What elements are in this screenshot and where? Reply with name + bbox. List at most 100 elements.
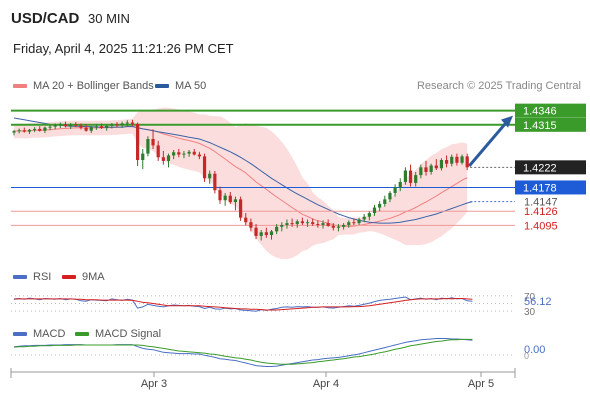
candle-body <box>120 123 124 126</box>
x-tick-label: Apr 5 <box>468 378 494 390</box>
candle-body <box>455 156 459 163</box>
candle-body <box>347 222 351 225</box>
candle-body <box>239 199 243 218</box>
candle-body <box>254 227 258 236</box>
candle-body <box>419 167 423 176</box>
last-price-label: 1.4222 <box>523 162 557 174</box>
candle-body <box>269 231 274 236</box>
ma50-value-label: 1.4147 <box>524 197 558 209</box>
candle-body <box>33 128 37 130</box>
pivot-tag <box>515 180 586 195</box>
candle-body <box>264 232 268 236</box>
candle-body <box>244 217 248 223</box>
macd-zero-label: 0 <box>524 351 529 361</box>
candle-body <box>300 221 304 224</box>
candle-body <box>197 154 201 157</box>
rsi-swatch <box>13 275 27 279</box>
ma9-label: 9MA <box>82 271 105 283</box>
candle-body <box>223 195 227 201</box>
candle-body <box>208 173 212 179</box>
candle-body <box>74 124 78 126</box>
pivot-label: 1.4178 <box>523 182 557 194</box>
candle-body <box>89 127 93 131</box>
candle-body <box>136 123 140 161</box>
candle-body <box>182 153 186 155</box>
rsi-label: RSI <box>33 271 52 283</box>
x-tick-label: Apr 4 <box>313 378 339 390</box>
ma20-bb-label: MA 20 + Bollinger Bands <box>33 80 154 92</box>
candle-body <box>115 124 119 126</box>
candle-body <box>460 156 464 163</box>
rsi-level-70: 70 <box>524 292 536 303</box>
forecast-arrow-head <box>501 115 513 128</box>
candle-body <box>233 199 238 203</box>
candle-body <box>439 160 444 169</box>
candle-body <box>166 155 171 161</box>
candle-body <box>316 224 320 226</box>
x-tick-label: Apr 3 <box>141 378 167 390</box>
candle-body <box>280 224 284 227</box>
ma20-bb-swatch <box>13 84 27 88</box>
candle-body <box>53 125 57 127</box>
candle-body <box>228 195 232 203</box>
candle-body <box>43 127 47 131</box>
credit-label: Research © 2025 Trading Central <box>416 80 581 92</box>
candle-body <box>378 203 382 208</box>
candle-body <box>429 165 433 172</box>
candle-body <box>58 124 62 126</box>
macd-signal-line <box>13 338 473 365</box>
candle-body <box>177 152 181 155</box>
candle-body <box>336 226 341 228</box>
candle-body <box>398 181 402 188</box>
macd-signal-swatch <box>75 332 89 336</box>
candle-body <box>290 223 294 225</box>
candle-body <box>367 213 371 217</box>
candle-body <box>311 222 315 225</box>
candle-body <box>141 153 145 161</box>
candle-body <box>434 165 438 169</box>
candle-body <box>63 124 68 127</box>
candle-body <box>388 192 392 200</box>
macd-value-label: 0.00 <box>524 344 545 356</box>
candle-body <box>362 216 366 220</box>
candle-body <box>192 151 196 155</box>
candle-body <box>146 138 150 154</box>
candle-body <box>105 125 109 129</box>
candle-body <box>305 222 310 224</box>
candle-body <box>285 223 289 225</box>
resistance-tag <box>515 103 586 118</box>
macd-signal-label: MACD Signal <box>95 328 162 340</box>
rsi-level-30: 30 <box>524 307 536 318</box>
candle-body <box>342 224 346 227</box>
candle-body <box>110 124 114 126</box>
resistance-tag <box>515 117 586 132</box>
candle-body <box>38 128 42 131</box>
candle-body <box>445 160 449 164</box>
ma50-label: MA 50 <box>175 80 207 92</box>
candle-body <box>161 157 165 161</box>
rsi-ma9-line <box>13 297 473 311</box>
candle-body <box>84 127 88 131</box>
symbol-title: USD/CAD <box>11 10 80 27</box>
candle-body <box>12 131 16 133</box>
candle-body <box>172 152 176 156</box>
candle-body <box>187 151 191 154</box>
legend-macd-signal: MACD Signal <box>75 328 161 340</box>
candle-body <box>151 138 155 146</box>
candle-body <box>321 223 325 225</box>
forecast-arrow-shaft <box>468 120 509 167</box>
candle-body <box>202 156 207 179</box>
candle-body <box>424 167 428 172</box>
candle-body <box>465 156 469 168</box>
ma50-line <box>13 117 473 224</box>
legend-9ma: 9MA <box>62 271 105 283</box>
candle-body <box>295 221 299 225</box>
candle-body <box>331 225 335 228</box>
macd-swatch <box>13 332 27 336</box>
candle-body <box>357 219 361 224</box>
candle-body <box>259 232 263 236</box>
candle-body <box>79 125 83 128</box>
candle-body <box>414 175 418 183</box>
ma50-swatch <box>155 84 169 88</box>
